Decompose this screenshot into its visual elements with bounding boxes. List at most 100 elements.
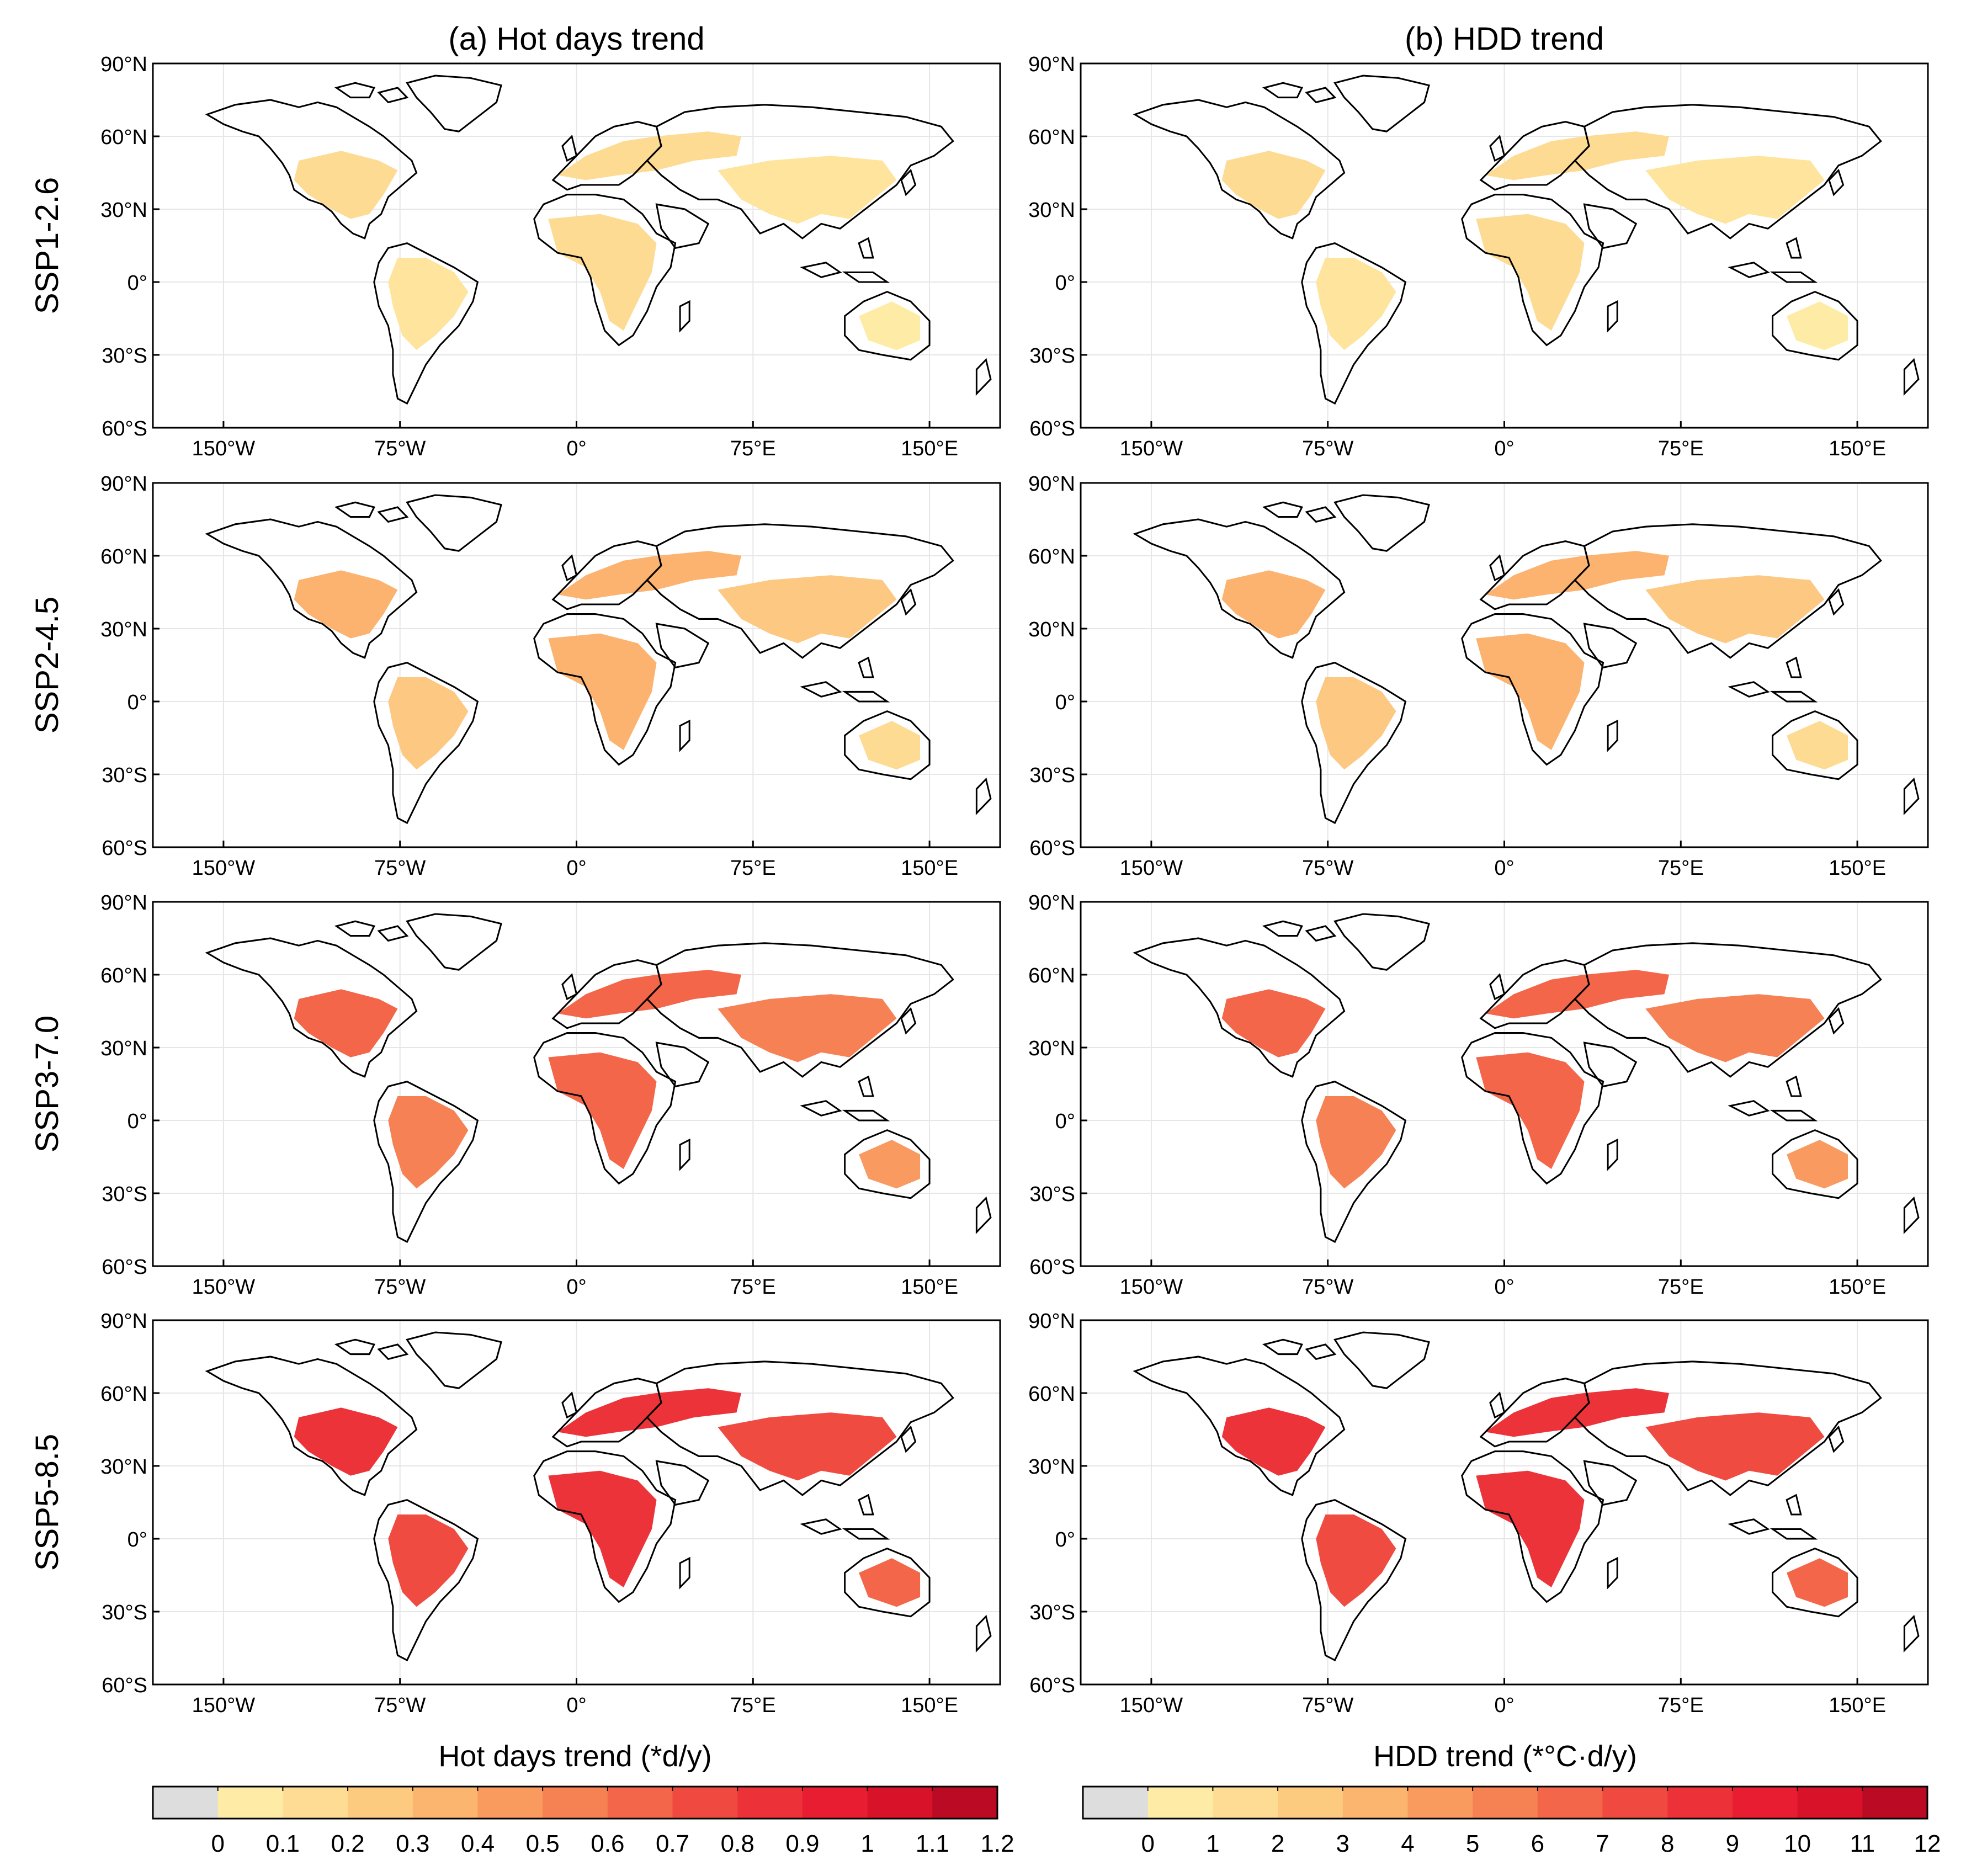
- colorbar-swatch: [283, 1787, 348, 1819]
- lon-tick-label: 75°E: [1658, 857, 1704, 880]
- colorbar-tick-label: 0.4: [461, 1830, 495, 1857]
- lon-tick-label: 75°W: [1302, 1276, 1353, 1299]
- colorbar-swatch: [1278, 1787, 1343, 1819]
- lat-tick-label: 90°N: [100, 53, 147, 76]
- lon-tick-label: 150°E: [901, 857, 958, 880]
- colorbar-tick-label: 0.5: [526, 1830, 560, 1857]
- lat-tick-label: 0°: [1055, 1110, 1075, 1133]
- lat-tick-label: 30°N: [100, 618, 147, 641]
- colorbar-tick-label: 8: [1661, 1830, 1674, 1857]
- lat-tick-label: 60°S: [1029, 1674, 1075, 1697]
- lat-tick-label: 90°N: [1028, 472, 1075, 496]
- lat-tick-label: 60°N: [1028, 1383, 1075, 1406]
- map-panel-hdd-ssp3-7.0: 90°N 60°N 30°N 0° 30°S 60°S 150°W 75°W 0° 75°E 150…: [1028, 891, 1929, 1299]
- colorbar-swatch: [1537, 1787, 1603, 1819]
- column-title-hdd: (b) HDD trend: [1405, 21, 1604, 57]
- lon-tick-label: 150°E: [901, 437, 958, 460]
- colorbar-tick-label: 10: [1784, 1830, 1811, 1857]
- lon-tick-label: 150°W: [1120, 857, 1183, 880]
- lon-tick-label: 150°W: [192, 1694, 256, 1717]
- lat-tick-label: 30°N: [100, 199, 147, 222]
- colorbar-tick-label: 0.8: [721, 1830, 754, 1857]
- row-label-ssp2-4.5: SSP2-4.5: [29, 597, 65, 734]
- lat-tick-label: 30°N: [100, 1455, 147, 1479]
- colorbar-swatch: [607, 1787, 673, 1819]
- lon-tick-label: 0°: [1494, 1694, 1514, 1717]
- lon-tick-label: 75°W: [374, 437, 426, 460]
- map-panel-hot-ssp3-7.0: 90°N 60°N 30°N 0° 30°S 60°S 150°W 75°W 0° 75°E 150…: [100, 891, 1001, 1299]
- lat-tick-label: 60°N: [100, 964, 147, 987]
- colorbar-tick-label: 1: [1206, 1830, 1219, 1857]
- colorbar-swatch: [412, 1787, 478, 1819]
- lat-tick-label: 30°S: [1029, 764, 1075, 787]
- lat-tick-label: 30°S: [102, 764, 147, 787]
- colorbar-swatch: [1473, 1787, 1538, 1819]
- colorbar-tick-label: 4: [1401, 1830, 1414, 1857]
- lat-tick-label: 0°: [127, 691, 147, 714]
- colorbar-swatch: [153, 1787, 219, 1819]
- lon-tick-label: 75°E: [730, 437, 776, 460]
- lon-tick-label: 150°E: [1829, 1276, 1886, 1299]
- lon-tick-label: 75°E: [1658, 437, 1704, 460]
- map-panel-hot-ssp5-8.5: 90°N 60°N 30°N 0° 30°S 60°S 150°W 75°W 0° 75°E 150…: [100, 1310, 1001, 1717]
- lon-tick-label: 75°E: [730, 1694, 776, 1717]
- lon-tick-label: 75°W: [1302, 1694, 1353, 1717]
- lat-tick-label: 90°N: [100, 472, 147, 496]
- lat-tick-label: 60°S: [102, 1674, 147, 1697]
- colorbar-swatch: [348, 1787, 413, 1819]
- row-label-ssp5-8.5: SSP5-8.5: [29, 1434, 65, 1571]
- map-panel-hdd-ssp1-2.6: 90°N 60°N 30°N 0° 30°S 60°S 150°W 75°W 0° 75°E 150…: [1028, 53, 1929, 460]
- map-panel-hdd-ssp2-4.5: 90°N 60°N 30°N 0° 30°S 60°S 150°W 75°W 0° 75°E 150…: [1028, 472, 1929, 880]
- colorbar-swatch: [1602, 1787, 1668, 1819]
- lon-tick-label: 150°W: [192, 437, 256, 460]
- lat-tick-label: 30°N: [1028, 1037, 1075, 1060]
- lon-tick-label: 75°E: [730, 1276, 776, 1299]
- lat-tick-label: 60°S: [102, 417, 147, 440]
- lon-tick-label: 0°: [1494, 857, 1514, 880]
- lat-tick-label: 30°S: [102, 344, 147, 368]
- lon-tick-label: 150°W: [1120, 1694, 1183, 1717]
- colorbar-hot-days: Hot days trend (*d/y) 0 0.1 0.2 0.3 0.4 0.5 0.6…: [152, 1740, 1014, 1857]
- lat-tick-label: 60°N: [100, 545, 147, 568]
- lon-tick-label: 75°W: [374, 1694, 426, 1717]
- colorbar-tick-label: 0.7: [656, 1830, 689, 1857]
- colorbar-swatch: [1732, 1787, 1798, 1819]
- colorbar-swatch: [1862, 1787, 1928, 1819]
- lat-tick-label: 60°N: [1028, 126, 1075, 149]
- lon-tick-label: 150°W: [192, 1276, 256, 1299]
- lon-tick-label: 0°: [566, 857, 586, 880]
- lon-tick-label: 75°E: [1658, 1694, 1704, 1717]
- lat-tick-label: 60°S: [1029, 1256, 1075, 1279]
- colorbar-swatch: [217, 1787, 283, 1819]
- map-panel-hdd-ssp5-8.5: 90°N 60°N 30°N 0° 30°S 60°S 150°W 75°W 0° 75°E 150…: [1028, 1310, 1929, 1717]
- lon-tick-label: 75°W: [1302, 857, 1353, 880]
- lat-tick-label: 0°: [1055, 691, 1075, 714]
- lat-tick-label: 60°N: [1028, 964, 1075, 987]
- lat-tick-label: 0°: [1055, 1528, 1075, 1551]
- lon-tick-label: 150°W: [1120, 1276, 1183, 1299]
- colorbar-tick-label: 1: [860, 1830, 874, 1857]
- lat-tick-label: 30°S: [1029, 1601, 1075, 1624]
- colorbar-tick-label: 0.1: [266, 1830, 300, 1857]
- lat-tick-label: 90°N: [100, 1310, 147, 1333]
- lat-tick-label: 0°: [127, 272, 147, 295]
- lat-tick-label: 90°N: [100, 891, 147, 915]
- colorbar-tick-label: 0.6: [591, 1830, 624, 1857]
- lon-tick-label: 150°W: [1120, 437, 1183, 460]
- colorbar-swatch: [737, 1787, 803, 1819]
- lon-tick-label: 0°: [566, 1276, 586, 1299]
- lat-tick-label: 90°N: [1028, 1310, 1075, 1333]
- lon-tick-label: 150°E: [901, 1694, 958, 1717]
- lon-tick-label: 150°E: [1829, 857, 1886, 880]
- lat-tick-label: 30°N: [1028, 199, 1075, 222]
- colorbar-swatch: [867, 1787, 933, 1819]
- colorbar-tick-label: 0: [211, 1830, 224, 1857]
- colorbar-swatch: [1147, 1787, 1213, 1819]
- lat-tick-label: 90°N: [1028, 891, 1075, 915]
- colorbar-hdd: HDD trend (*°C·d/y)0 1 2 3 4 5 6 7 8 9 10 11 12: [1082, 1740, 1941, 1857]
- lat-tick-label: 60°N: [1028, 545, 1075, 568]
- map-panel-hot-ssp1-2.6: 90°N 60°N 30°N 0° 30°S 60°S 150°W 75°W 0° 75°E 150…: [100, 53, 1001, 460]
- map-panel-hot-ssp2-4.5: 90°N 60°N 30°N 0° 30°S 60°S 150°W 75°W 0° 75°E 150…: [100, 472, 1001, 880]
- colorbar-swatch: [1083, 1787, 1149, 1819]
